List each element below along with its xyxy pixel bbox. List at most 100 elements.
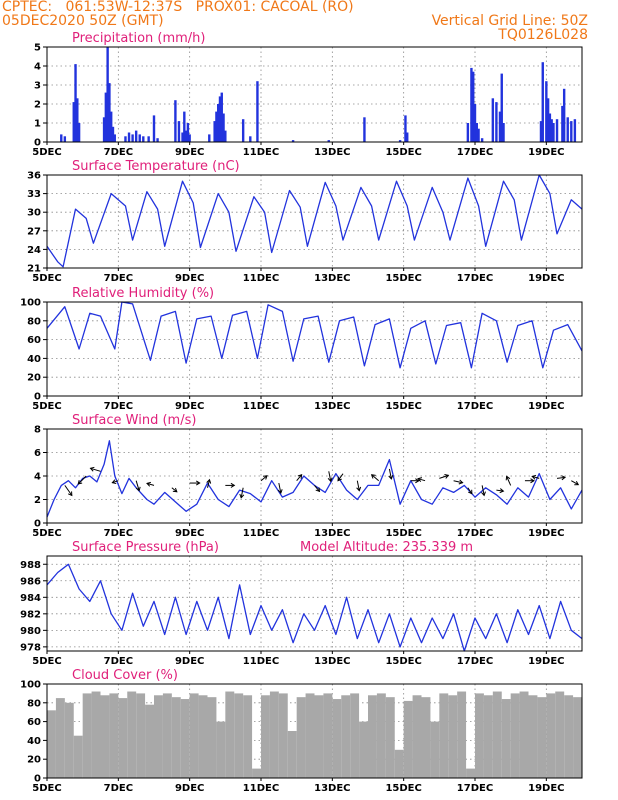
cloud-bar: [127, 691, 137, 778]
x-tick-label: 7DEC: [104, 401, 133, 412]
wind-vector-head: [172, 487, 178, 493]
wind-vector-head: [337, 476, 342, 482]
y-tick-label: 0: [34, 519, 41, 530]
cloud-bar: [287, 731, 297, 778]
cloud-bar: [171, 697, 181, 778]
wind-vector-head: [531, 474, 537, 480]
x-tick-label: 15DEC: [385, 401, 421, 412]
precip-bar: [546, 98, 550, 142]
y-tick-label: 4: [34, 62, 41, 73]
panel-frame: [46, 555, 583, 652]
cloud-bar: [341, 695, 351, 778]
precip-bar: [477, 128, 480, 142]
panel-frame: [46, 174, 583, 269]
precip-bar: [124, 136, 127, 142]
y-tick-label: 40: [27, 354, 41, 365]
header-grid-note: Vertical Grid Line: 50Z: [431, 13, 588, 29]
precip-bar: [500, 73, 503, 142]
precip-bar: [104, 92, 108, 142]
y-tick-label: 8: [34, 425, 41, 436]
precip-bar: [142, 136, 145, 142]
wind-vector: [453, 480, 463, 484]
precip-bar: [102, 117, 106, 142]
precip-bar: [218, 96, 222, 142]
precip-bar: [213, 121, 216, 142]
cloud-bar: [234, 693, 244, 778]
series-line-wind: [46, 440, 583, 518]
cloud-bar: [492, 691, 502, 778]
panel-humidity: 0 20 40 60 80 100 5DEC 7DEC 9DEC 11DEC 13DEC 15DEC 1…: [20, 286, 583, 412]
cloud-bar: [483, 695, 493, 778]
precip-bar: [188, 134, 191, 142]
precip-bar: [256, 81, 259, 142]
x-tick-label: 11DEC: [243, 656, 279, 667]
cloud-bar: [64, 702, 74, 778]
cloud-bar: [564, 695, 574, 778]
precip-bar: [131, 134, 134, 142]
panel-frame: [46, 301, 583, 397]
cloud-bar: [189, 693, 199, 778]
y-tick-label: 100: [20, 680, 41, 691]
precip-bar: [480, 138, 484, 142]
panel-title: Precipitation (mm/h): [72, 31, 205, 46]
cloud-bar: [457, 691, 467, 778]
wind-vector-head: [277, 489, 283, 495]
x-tick-label: 5DEC: [32, 273, 61, 284]
wind-vector-head: [135, 486, 141, 492]
wind-vector: [260, 475, 268, 482]
wind-vector: [417, 478, 426, 482]
wind-vector: [532, 475, 540, 479]
precip-bar: [552, 123, 555, 142]
x-tick-label: 5DEC: [32, 147, 61, 158]
precip-bar: [470, 67, 473, 142]
wind-vector-head: [505, 475, 511, 481]
series-line-pressure: [46, 563, 583, 652]
wind-vector-head: [468, 489, 473, 495]
precip-bar: [134, 130, 138, 142]
header-model-id: TQ0126L028: [498, 27, 588, 43]
precip-bar: [77, 123, 81, 142]
cloud-bar: [91, 691, 101, 778]
x-tick-label: 5DEC: [32, 656, 61, 667]
cloud-bar: [278, 693, 288, 778]
precip-bar: [127, 132, 131, 142]
y-tick-label: 33: [27, 189, 41, 200]
y-tick-label: 3: [34, 81, 41, 92]
wind-vector-head: [561, 475, 566, 481]
x-tick-label: 7DEC: [104, 783, 133, 794]
y-tick-label: 0: [34, 138, 41, 149]
panel-frame: [46, 683, 583, 779]
cloud-bar: [394, 749, 404, 778]
cloud-bar: [100, 695, 110, 778]
y-tick-label: 24: [27, 245, 41, 256]
y-tick-label: 6: [34, 448, 41, 459]
precip-bar: [241, 119, 245, 142]
x-tick-label: 9DEC: [175, 656, 204, 667]
cloud-bar: [546, 693, 556, 778]
precip-bar: [224, 130, 227, 142]
cloud-bar: [305, 693, 315, 778]
y-tick-label: 60: [27, 717, 41, 728]
x-tick-label: 15DEC: [385, 656, 421, 667]
precip-bar: [249, 136, 252, 142]
cloud-bar: [145, 704, 154, 778]
precip-bar: [555, 119, 559, 142]
precip-bar: [184, 130, 188, 142]
wind-vector: [571, 480, 579, 486]
precip-bar: [60, 134, 63, 142]
y-tick-label: 984: [20, 593, 41, 604]
x-tick-label: 5DEC: [32, 528, 61, 539]
header-run-date: 05DEC2020 50Z (GMT): [2, 13, 164, 29]
precip-bar: [215, 111, 218, 142]
precip-bar: [174, 100, 177, 142]
x-tick-label: 17DEC: [457, 656, 493, 667]
panel-cloud: 0 20 40 60 80 100 5DEC 7DEC 9DEC 11DEC 13DEC 15DEC 1…: [20, 668, 583, 794]
precip-bar: [327, 140, 330, 142]
cloud-bar: [47, 710, 56, 778]
precip-bar: [110, 111, 113, 142]
cloud-bar: [252, 768, 261, 778]
wind-vector-head: [111, 479, 117, 485]
precip-bar: [566, 117, 569, 142]
panel-temp: 21 24 27 30 33 36 5DEC 7DEC 9DEC 11DEC 13DEC 15DEC 1…: [27, 159, 583, 284]
